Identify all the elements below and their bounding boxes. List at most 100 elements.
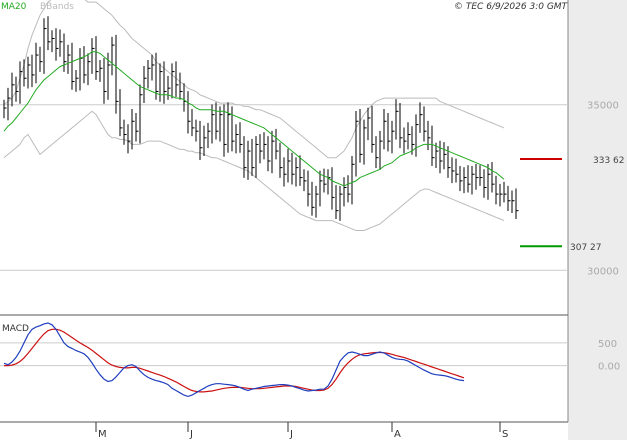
price-bar-38 xyxy=(155,52,159,100)
price-bar-59 xyxy=(239,122,243,153)
price-y-tick-label-0: 35000 xyxy=(587,101,619,112)
price-bar-72 xyxy=(291,152,295,185)
price-bar-79 xyxy=(319,170,323,207)
price-bar-92 xyxy=(371,105,375,153)
price-bar-96 xyxy=(387,112,391,152)
price-bar-8 xyxy=(35,42,39,84)
price-bar-78 xyxy=(315,185,319,218)
price-bar-97 xyxy=(391,120,395,154)
price-bar-90 xyxy=(363,119,367,165)
price-bar-115 xyxy=(463,167,467,194)
price-y-tick-label-1: 30000 xyxy=(587,266,619,277)
price-bar-30 xyxy=(123,119,127,145)
price-bar-7 xyxy=(31,54,35,88)
price-bar-110 xyxy=(443,142,447,170)
price-bar-65 xyxy=(263,132,267,160)
price-bar-23 xyxy=(95,36,99,80)
price-bar-3 xyxy=(15,76,19,102)
price-bar-112 xyxy=(451,157,455,184)
x-tick-label-0: M xyxy=(98,429,107,440)
price-bar-10 xyxy=(43,18,47,74)
price-bar-27 xyxy=(111,36,115,76)
price-bar-87 xyxy=(351,156,355,205)
price-bar-50 xyxy=(203,125,207,157)
price-bar-19 xyxy=(79,48,83,91)
price-bar-49 xyxy=(199,120,203,161)
price-bar-32 xyxy=(131,109,135,150)
support-level-label: 307 27 xyxy=(570,243,602,253)
price-bar-34 xyxy=(139,84,143,144)
price-bar-51 xyxy=(207,122,211,149)
price-bar-60 xyxy=(243,136,247,178)
macd-line xyxy=(3,322,465,398)
price-bar-101 xyxy=(407,122,411,150)
price-bar-39 xyxy=(159,63,163,102)
price-bar-14 xyxy=(59,29,63,57)
price-bar-47 xyxy=(191,109,195,137)
price-bar-5 xyxy=(23,59,27,87)
price-bar-28 xyxy=(115,34,119,114)
price-bar-128 xyxy=(515,188,519,219)
price-bar-117 xyxy=(471,165,475,195)
price-bar-13 xyxy=(55,28,59,61)
price-bar-57 xyxy=(231,106,235,152)
price-bar-102 xyxy=(411,126,415,155)
macd-y-tick-label-1: 0.00 xyxy=(598,362,620,373)
price-bar-35 xyxy=(143,65,147,104)
price-bar-109 xyxy=(439,140,443,174)
price-bar-24 xyxy=(99,60,103,82)
price-bar-88 xyxy=(355,111,359,177)
price-bar-125 xyxy=(503,181,507,203)
price-bar-73 xyxy=(295,157,299,187)
price-bar-41 xyxy=(167,75,171,100)
price-bar-76 xyxy=(307,170,311,207)
price-bar-107 xyxy=(431,125,435,166)
price-bar-53 xyxy=(215,102,219,140)
price-bar-21 xyxy=(87,53,91,86)
x-tick-label-2: J xyxy=(289,429,293,440)
price-bar-6 xyxy=(27,56,31,89)
price-bar-75 xyxy=(303,169,307,192)
axis-side-panel xyxy=(568,0,627,440)
price-bar-86 xyxy=(347,175,351,203)
price-bar-84 xyxy=(339,185,343,221)
price-bar-89 xyxy=(359,109,363,163)
ma20-line xyxy=(3,51,505,187)
price-bar-36 xyxy=(147,60,151,89)
price-bar-103 xyxy=(415,114,419,157)
price-bar-98 xyxy=(395,99,399,140)
price-bar-20 xyxy=(83,46,87,84)
macd-y-tick-label-0: 500 xyxy=(598,339,617,350)
price-bar-62 xyxy=(251,138,255,176)
price-bar-0 xyxy=(3,99,7,119)
price-bar-48 xyxy=(195,119,199,142)
price-bar-94 xyxy=(379,130,383,170)
price-bar-52 xyxy=(211,104,215,144)
price-bar-56 xyxy=(227,102,231,153)
price-bar-55 xyxy=(223,104,227,157)
price-bar-17 xyxy=(71,42,75,90)
x-tick-label-3: A xyxy=(394,429,401,440)
macd-signal-line xyxy=(4,328,465,393)
price-bar-77 xyxy=(311,181,315,216)
price-bar-123 xyxy=(495,175,499,205)
price-bar-82 xyxy=(331,167,335,210)
price-bar-106 xyxy=(427,120,431,151)
bband-lower-line xyxy=(3,110,505,231)
price-bar-119 xyxy=(479,165,483,186)
price-bar-91 xyxy=(367,107,371,141)
price-bar-108 xyxy=(435,142,439,168)
price-bar-80 xyxy=(323,168,327,193)
price-bar-12 xyxy=(51,30,55,53)
price-bar-100 xyxy=(403,127,407,154)
ma-legend-label: MA20 xyxy=(1,2,27,12)
price-bar-43 xyxy=(175,61,179,98)
copyright-label: © TEC 6/9/2026 3:0 GMT xyxy=(454,2,569,12)
price-bar-18 xyxy=(75,69,79,92)
price-bar-124 xyxy=(499,183,503,207)
price-bar-71 xyxy=(287,148,291,183)
price-bar-113 xyxy=(455,158,459,183)
price-bar-22 xyxy=(91,38,95,74)
